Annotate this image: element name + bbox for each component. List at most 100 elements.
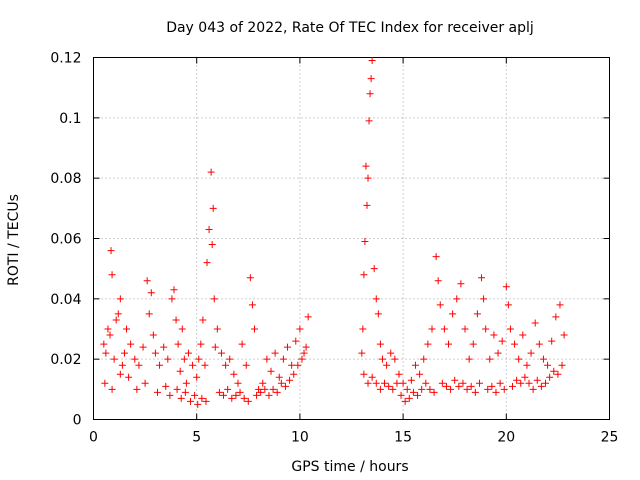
data-point (277, 379, 285, 387)
data-point (370, 265, 378, 273)
chart-title: Day 043 of 2022, Rate Of TEC Index for r… (166, 20, 534, 36)
data-point (189, 361, 197, 369)
data-point (552, 313, 560, 321)
data-point (535, 340, 543, 348)
data-point (407, 376, 415, 384)
data-point (205, 225, 213, 233)
data-point (211, 343, 219, 351)
data-point (500, 385, 508, 393)
data-point (173, 385, 181, 393)
data-point (151, 349, 159, 357)
data-point (442, 382, 450, 390)
data-point (414, 391, 422, 399)
data-point (106, 331, 114, 339)
data-point (191, 391, 199, 399)
data-point (550, 367, 558, 375)
data-point (139, 343, 147, 351)
data-point (141, 379, 149, 387)
data-point (127, 340, 135, 348)
data-point (445, 340, 453, 348)
data-point (226, 355, 234, 363)
data-point (438, 379, 446, 387)
data-point (172, 316, 180, 324)
data-point (544, 361, 552, 369)
data-point (451, 376, 459, 384)
data-point (116, 370, 124, 378)
data-point (383, 361, 391, 369)
data-point (110, 355, 118, 363)
data-point (461, 325, 469, 333)
data-point (381, 379, 389, 387)
data-point (416, 370, 424, 378)
data-point (447, 385, 455, 393)
data-point (193, 373, 201, 381)
data-point (298, 355, 306, 363)
data-point (422, 379, 430, 387)
y-tick-label: 0.08 (50, 171, 81, 187)
data-point (244, 397, 252, 405)
data-point (232, 391, 240, 399)
data-point (411, 361, 419, 369)
data-point (131, 355, 139, 363)
data-point (220, 391, 228, 399)
data-point (393, 379, 401, 387)
data-point (424, 340, 432, 348)
data-point (267, 367, 275, 375)
data-point (197, 340, 205, 348)
data-point (296, 325, 304, 333)
data-point (473, 310, 481, 318)
data-point (496, 379, 504, 387)
data-point (164, 355, 172, 363)
data-point (116, 295, 124, 303)
data-point (228, 394, 236, 402)
data-point (292, 337, 300, 345)
data-point (108, 271, 116, 279)
data-point (440, 325, 448, 333)
data-point (118, 361, 126, 369)
data-point (372, 379, 380, 387)
data-point (436, 301, 444, 309)
data-point (486, 355, 494, 363)
x-tick-label: 15 (394, 430, 412, 446)
data-point (480, 295, 488, 303)
data-point (168, 295, 176, 303)
data-point (548, 337, 556, 345)
data-point (428, 325, 436, 333)
data-point (135, 361, 143, 369)
data-point (515, 355, 523, 363)
data-point (368, 373, 376, 381)
data-point (213, 325, 221, 333)
data-point (531, 319, 539, 327)
data-point (459, 379, 467, 387)
data-point (469, 340, 477, 348)
data-point (401, 397, 409, 405)
data-point (265, 391, 273, 399)
data-point (523, 361, 531, 369)
data-point (525, 379, 533, 387)
data-point (363, 201, 371, 209)
data-point (405, 394, 413, 402)
data-point (478, 274, 486, 282)
data-point (177, 394, 185, 402)
x-tick-label: 20 (497, 430, 515, 446)
y-tick-label: 0.12 (50, 51, 81, 67)
data-point (302, 343, 310, 351)
data-point (178, 325, 186, 333)
data-point (482, 325, 490, 333)
data-point (430, 388, 438, 396)
data-point (125, 373, 133, 381)
data-point (465, 355, 473, 363)
data-point (426, 385, 434, 393)
data-point (170, 286, 178, 294)
data-point (149, 331, 157, 339)
data-point (554, 370, 562, 378)
y-axis-label: ROTI / TECUs (6, 194, 22, 286)
data-point (187, 397, 195, 405)
data-point (108, 385, 116, 393)
data-point (288, 361, 296, 369)
data-point (224, 385, 232, 393)
data-point (294, 361, 302, 369)
data-point (376, 340, 384, 348)
data-point (184, 349, 192, 357)
data-point (209, 204, 217, 212)
